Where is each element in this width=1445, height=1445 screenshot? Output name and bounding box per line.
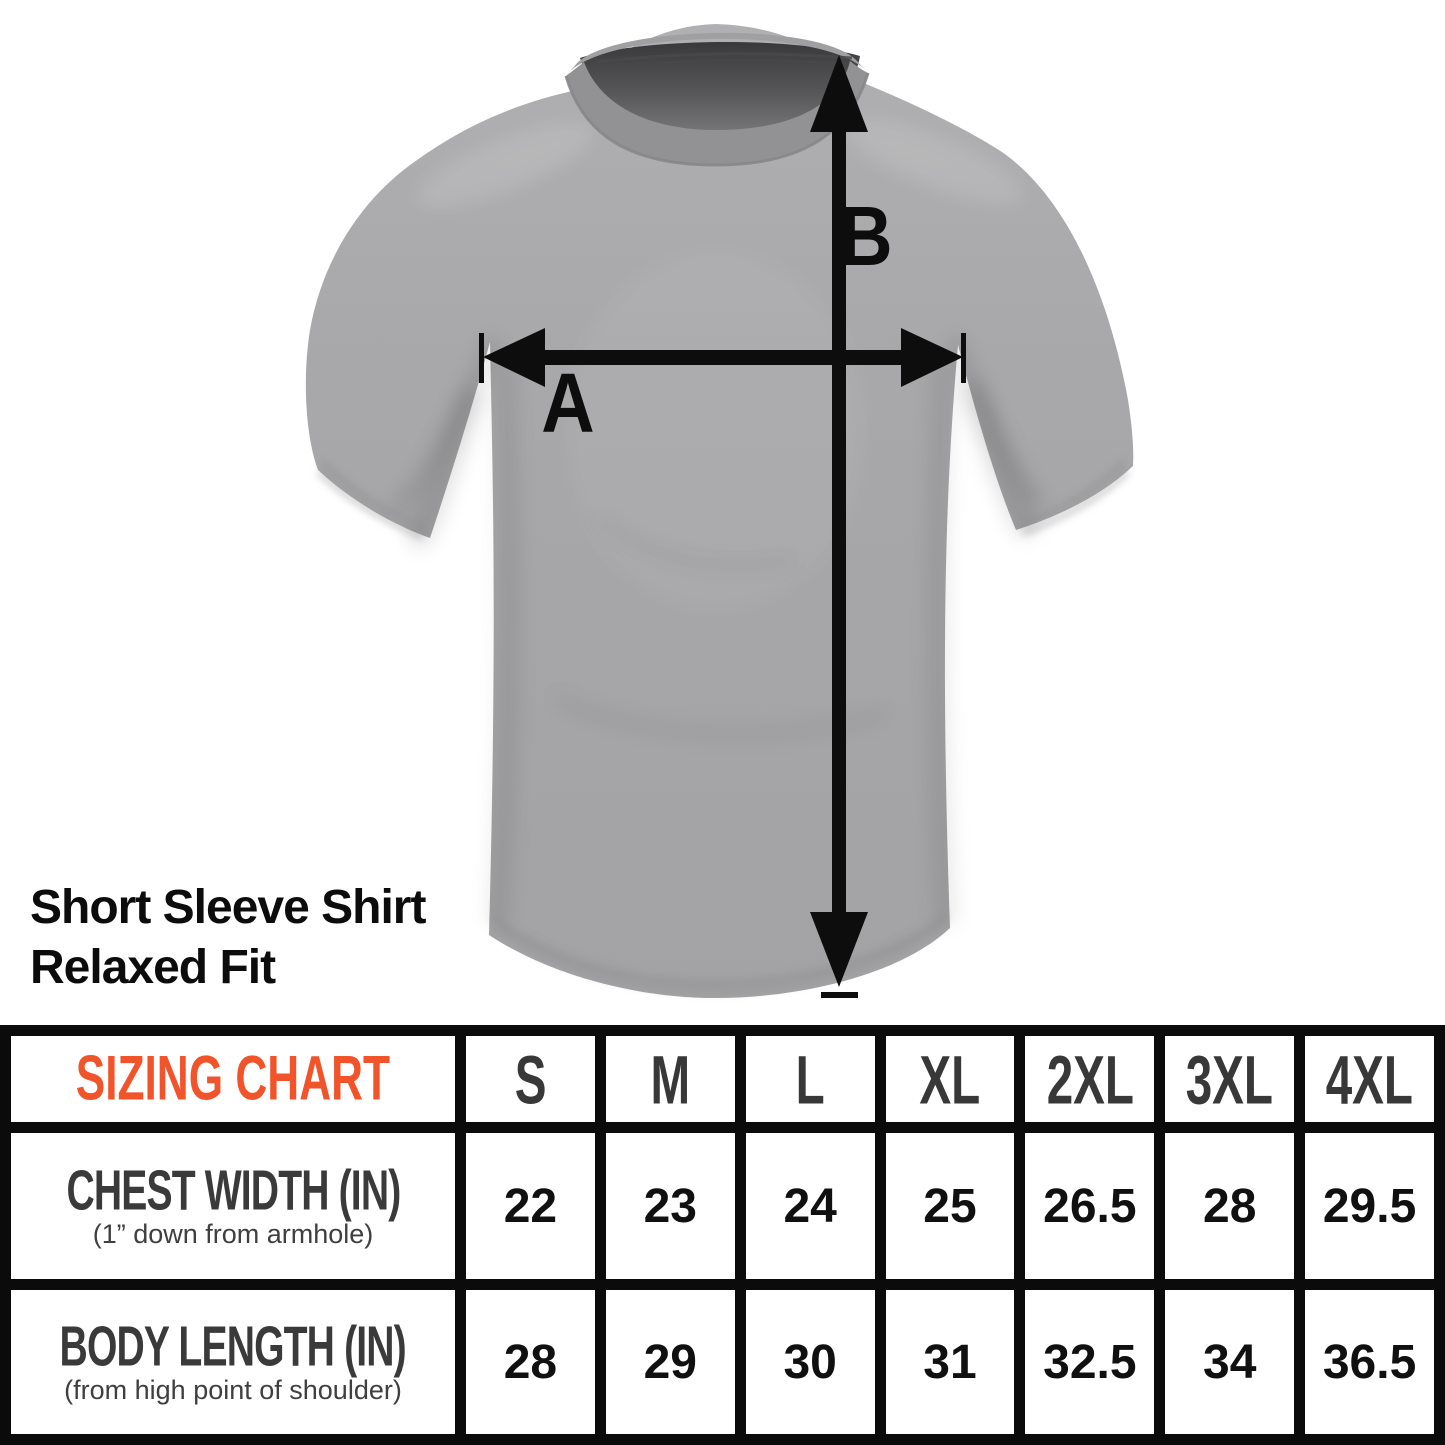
size-header-l: L [745, 1036, 875, 1122]
size-header-m: M [605, 1036, 735, 1122]
body-length-m: 29 [605, 1290, 735, 1434]
body-length-label-cell: BODY LENGTH (IN) (from high point of sho… [11, 1290, 455, 1434]
body-length-label: BODY LENGTH (IN) [59, 1313, 407, 1378]
arrow-a-chest-width [479, 328, 966, 387]
chest-width-4xl: 29.5 [1305, 1133, 1434, 1279]
body-length-l: 30 [745, 1290, 875, 1434]
chest-width-label-cell: CHEST WIDTH (IN) (1” down from armhole) [11, 1133, 455, 1279]
chest-width-s: 22 [466, 1133, 595, 1279]
size-header-xl: XL [885, 1036, 1015, 1122]
sizing-chart-title: SIZING CHART [75, 1043, 391, 1115]
body-length-s: 28 [466, 1290, 595, 1434]
size-header-s: S [466, 1036, 595, 1122]
product-title-line1: Short Sleeve Shirt [30, 881, 426, 934]
body-length-2xl: 32.5 [1025, 1290, 1155, 1434]
size-header-4xl: 4XL [1305, 1036, 1434, 1122]
sizing-chart-title-cell: SIZING CHART [11, 1036, 455, 1122]
arrow-b-body-length [810, 55, 868, 998]
collar [564, 32, 870, 167]
body-length-xl: 31 [885, 1290, 1015, 1434]
label-b: B [839, 189, 892, 283]
label-a: A [541, 356, 594, 450]
tshirt-diagram: A B [305, 24, 1134, 998]
product-title: Short Sleeve Shirt Relaxed Fit [30, 878, 426, 998]
sizing-table: SIZING CHART S M L XL 2XL 3XL 4XL CHEST … [0, 1025, 1445, 1445]
chest-width-2xl: 26.5 [1025, 1133, 1155, 1279]
measure-arrows: A B [479, 55, 966, 998]
chest-width-label: CHEST WIDTH (IN) [66, 1157, 401, 1222]
body-length-3xl: 34 [1165, 1290, 1295, 1434]
chest-width-3xl: 28 [1165, 1133, 1295, 1279]
chest-width-sublabel: (1” down from armhole) [92, 1218, 374, 1249]
chest-width-m: 23 [605, 1133, 735, 1279]
body-length-sublabel: (from high point of shoulder) [64, 1374, 402, 1405]
product-title-line2: Relaxed Fit [30, 941, 276, 994]
body-length-4xl: 36.5 [1305, 1290, 1434, 1434]
chest-width-l: 24 [745, 1133, 875, 1279]
tshirt-illustration: A B [305, 24, 1134, 998]
chest-width-xl: 25 [885, 1133, 1015, 1279]
size-header-2xl: 2XL [1025, 1036, 1155, 1122]
size-header-3xl: 3XL [1165, 1036, 1295, 1122]
